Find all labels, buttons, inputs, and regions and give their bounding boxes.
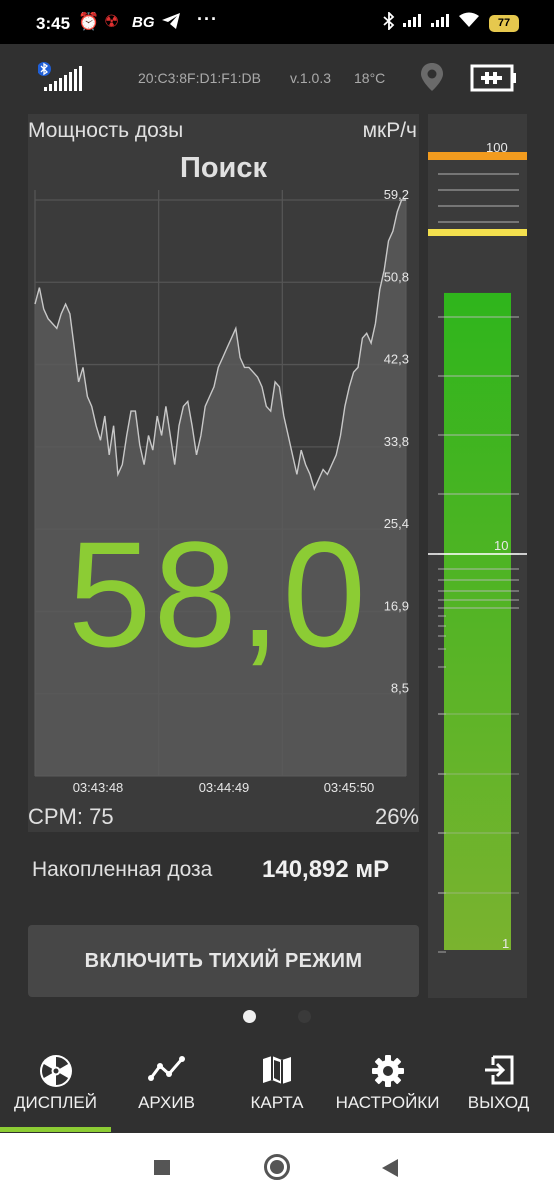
- y-tick-label: 59,2: [384, 187, 409, 202]
- carrier-label: BG: [132, 14, 155, 31]
- nav-archive[interactable]: АРХИВ: [111, 1042, 222, 1134]
- telegram-icon: [161, 12, 181, 35]
- alarm-icon: ⏰: [78, 12, 100, 31]
- system-navigation-bar: [0, 1133, 554, 1200]
- nav-display[interactable]: ДИСПЛЕЙ: [0, 1042, 111, 1134]
- accumulated-dose-label: Накопленная доза: [32, 858, 213, 881]
- device-address: 20:C3:8F:D1:F1:DB: [138, 70, 261, 86]
- bluetooth-icon: [383, 10, 395, 35]
- dose-rate-chart: 59,2 50,8 42,3 33,8 25,4 16,9 8,5 03:43:48 03:44…: [34, 187, 409, 795]
- gear-icon: [332, 1054, 443, 1088]
- dose-scale: [428, 152, 527, 953]
- dose-scale-panel: 100 10 1: [428, 114, 527, 998]
- bluetooth-connection-icon: [37, 60, 86, 97]
- dose-rate-line: [34, 199, 406, 492]
- y-tick-label: 42,3: [384, 352, 409, 367]
- back-icon[interactable]: [381, 1158, 399, 1183]
- page-dot-active[interactable]: [243, 1010, 256, 1023]
- more-notifications: ···: [197, 9, 218, 29]
- wifi-icon: [458, 12, 480, 33]
- battery-indicator: 77: [489, 15, 519, 32]
- dose-rate-area: [35, 200, 406, 776]
- device-battery-icon: [470, 64, 518, 97]
- nav-settings-label: НАСТРОЙКИ: [335, 1093, 440, 1112]
- map-icon: [222, 1054, 332, 1088]
- mode-title: Поиск: [179, 152, 268, 184]
- scale-bottom-label: 1: [502, 936, 510, 951]
- signal-icon: [402, 12, 422, 33]
- nav-settings[interactable]: НАСТРОЙКИ: [332, 1042, 443, 1134]
- accumulated-dose-value: 140,892 мР: [262, 856, 390, 883]
- y-tick-label: 33,8: [384, 434, 409, 449]
- alarm-threshold-high: [428, 152, 527, 160]
- dose-rate-value: 58,0: [68, 510, 368, 678]
- status-time: 3:45: [36, 14, 71, 33]
- dose-rate-label: Мощность дозы: [28, 119, 184, 142]
- y-tick-label: 16,9: [384, 598, 409, 613]
- y-tick-label: 8,5: [391, 681, 409, 696]
- x-tick-label: 03:45:50: [324, 780, 375, 795]
- quiet-mode-button[interactable]: ВКЛЮЧИТЬ ТИХИЙ РЕЖИМ: [28, 925, 419, 997]
- nav-map-label: КАРТА: [250, 1093, 304, 1112]
- location-pin-icon[interactable]: [420, 62, 444, 97]
- temperature: 18°C: [354, 70, 386, 86]
- nav-archive-label: АРХИВ: [138, 1093, 195, 1112]
- home-icon[interactable]: [264, 1154, 290, 1180]
- cpm-value: CPM: 75: [28, 804, 114, 829]
- radiation-status-icon: ☢: [104, 12, 120, 31]
- dose-rate-unit: мкР/ч: [362, 119, 417, 142]
- trend-icon: [111, 1054, 222, 1088]
- percent-value: 26%: [374, 804, 419, 829]
- nav-exit[interactable]: ВЫХОД: [443, 1042, 554, 1134]
- nav-exit-label: ВЫХОД: [467, 1093, 530, 1112]
- signal-icon-2: [430, 12, 450, 33]
- x-tick-label: 03:44:49: [199, 780, 250, 795]
- exit-icon: [443, 1054, 554, 1088]
- scale-top-label: 100: [486, 140, 508, 155]
- radiation-icon: [0, 1054, 111, 1088]
- nav-display-label: ДИСПЛЕЙ: [14, 1093, 97, 1112]
- status-bar: 3:45 ⏰ ☢ BG ··· 77: [0, 0, 554, 44]
- y-tick-label: 25,4: [384, 516, 409, 531]
- device-info-bar: 20:C3:8F:D1:F1:DB v.1.0.3 18°C: [0, 44, 554, 112]
- y-tick-label: 50,8: [384, 269, 409, 284]
- alarm-threshold-low: [428, 229, 527, 236]
- app-version: v.1.0.3: [290, 70, 331, 86]
- scale-mid-label: 10: [494, 538, 509, 553]
- nav-map[interactable]: КАРТА: [222, 1042, 332, 1134]
- x-tick-label: 03:43:48: [73, 780, 124, 795]
- bottom-navigation: ДИСПЛЕЙ АРХИВ КАРТА: [0, 1042, 554, 1134]
- active-tab-indicator: [0, 1127, 111, 1132]
- page-dot[interactable]: [298, 1010, 311, 1023]
- recents-icon[interactable]: [154, 1160, 170, 1175]
- dose-level-bar: [444, 292, 511, 950]
- dose-rate-panel: 59,2 50,8 42,3 33,8 25,4 16,9 8,5 03:43:48 03:44…: [28, 114, 419, 832]
